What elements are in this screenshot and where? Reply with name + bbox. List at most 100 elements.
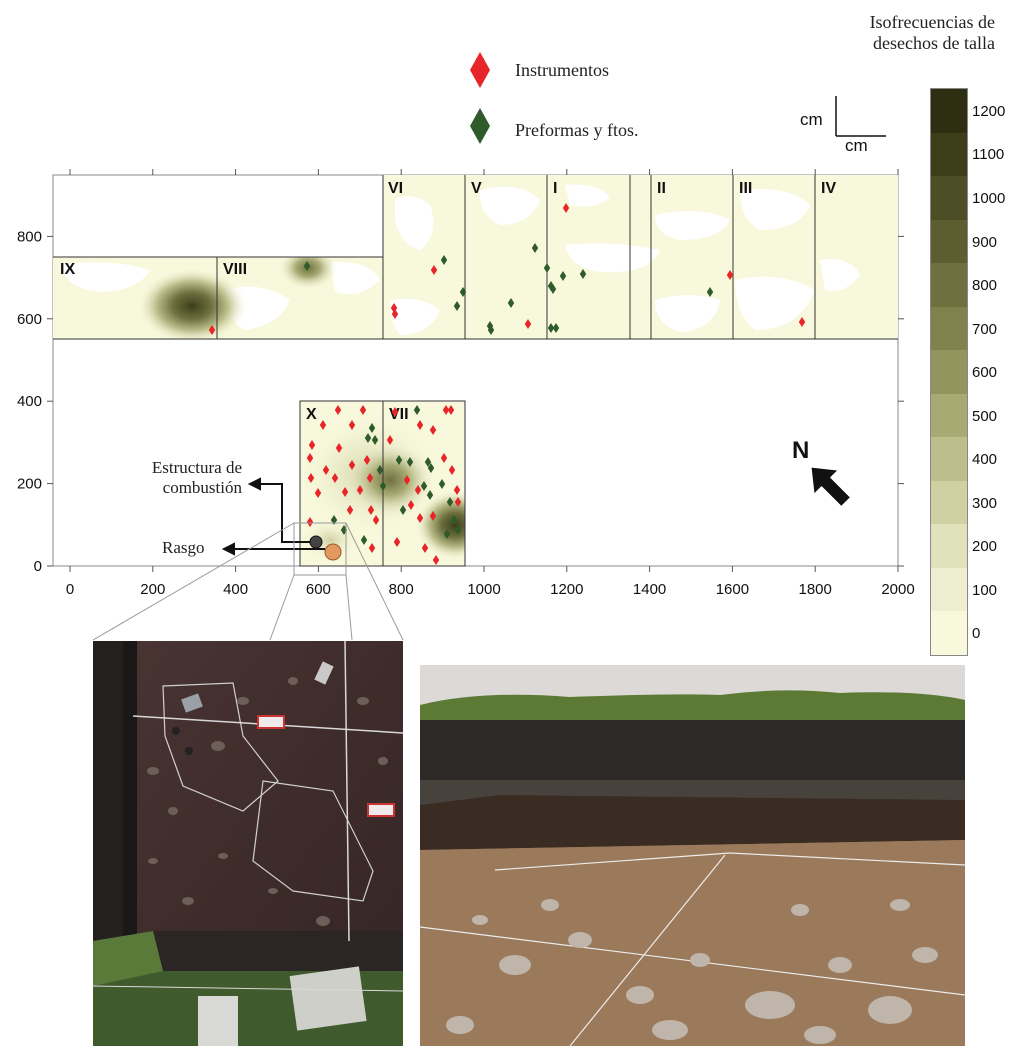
y-axis-labels: 0 200 400 600 800	[17, 228, 42, 575]
isofreq-level-label: 700	[972, 320, 998, 338]
isofreq-swatch	[931, 437, 967, 481]
instrumento-marker	[429, 511, 437, 521]
instrumento-marker	[322, 465, 330, 475]
zone-label-ii: II	[657, 180, 666, 197]
isofreq-level-label: 100	[972, 581, 998, 599]
preforma-marker	[420, 481, 428, 491]
y-tick-label: 200	[17, 476, 42, 493]
instrumento-marker	[366, 473, 374, 483]
instrumento-marker	[335, 443, 343, 453]
instrumento-marker	[208, 325, 216, 335]
instrumento-marker	[429, 425, 437, 435]
isofreq-swatch	[931, 611, 967, 655]
instrumento-marker	[314, 488, 322, 498]
y-tick-label: 0	[34, 558, 42, 575]
preforma-marker	[552, 323, 560, 333]
y-tick-label: 800	[17, 228, 42, 245]
preforma-marker	[443, 529, 451, 539]
zoom-lines	[92, 522, 404, 640]
upper-left-strip-fill	[53, 257, 383, 339]
instrumento-marker	[454, 497, 462, 507]
legend-instrumentos-label: Instrumentos	[515, 60, 609, 80]
instrumento-marker	[331, 473, 339, 483]
excavation-floor-photo	[93, 641, 403, 1046]
isofreq-level-label: 500	[972, 407, 998, 425]
x-tick-label: 400	[223, 581, 248, 598]
instrumento-marker	[448, 465, 456, 475]
x-tick-label: 1800	[799, 581, 832, 598]
instrumento-marker	[356, 485, 364, 495]
instrumento-marker	[306, 453, 314, 463]
instrumentos-diamond-icon	[470, 52, 490, 88]
isofreq-swatch	[931, 263, 967, 307]
legend-symbols	[470, 52, 490, 144]
instrumento-marker	[386, 435, 394, 445]
instrumento-marker	[391, 309, 399, 319]
x-tick-label: 2000	[881, 581, 914, 598]
preforma-marker	[440, 255, 448, 265]
preforma-marker	[453, 301, 461, 311]
instrumento-marker	[368, 543, 376, 553]
isofreq-swatch	[931, 176, 967, 220]
estructura-label: Estructura de combustión	[108, 458, 242, 498]
estructura-marker	[309, 535, 323, 549]
isofreq-level-label: 300	[972, 494, 998, 512]
zone-label-vii: VII	[389, 406, 409, 423]
preforma-marker	[543, 263, 551, 273]
x-tick-label: 1600	[716, 581, 749, 598]
preforma-marker	[531, 243, 539, 253]
preforma-marker	[459, 287, 467, 297]
scale-bottom-unit: cm	[845, 136, 868, 155]
preforma-marker	[446, 497, 454, 507]
x-tick-label: 1000	[467, 581, 500, 598]
preforma-marker	[379, 481, 387, 491]
estructura-label-line1: Estructura de	[151, 458, 242, 477]
preforma-marker	[413, 405, 421, 415]
preforma-marker	[427, 463, 435, 473]
preformas-diamond-icon	[470, 108, 490, 144]
rasgo-marker	[324, 543, 342, 561]
zone-label-iv: IV	[821, 180, 836, 197]
preforma-marker	[454, 525, 462, 535]
axis-ticks	[47, 169, 904, 572]
preforma-marker	[399, 505, 407, 515]
estructura-label-line2: combustión	[162, 478, 242, 497]
instrumento-marker	[430, 265, 438, 275]
x-tick-label: 200	[140, 581, 165, 598]
instrumento-marker	[432, 555, 440, 565]
preforma-marker	[507, 298, 515, 308]
preforma-marker	[368, 423, 376, 433]
x-tick-label: 600	[306, 581, 331, 598]
preforma-marker	[364, 433, 372, 443]
preforma-marker	[559, 271, 567, 281]
excavation-profile-photo	[420, 665, 965, 1046]
instrumento-marker	[319, 420, 327, 430]
zone-label-v: V	[471, 180, 482, 197]
instrumento-marker	[341, 487, 349, 497]
scale-top-unit: cm	[800, 110, 823, 129]
instrumento-marker	[562, 203, 570, 213]
instrumento-marker	[403, 475, 411, 485]
preforma-marker	[426, 490, 434, 500]
instrumento-marker	[393, 537, 401, 547]
instrumento-marker	[416, 513, 424, 523]
preforma-marker	[579, 269, 587, 279]
instrumento-marker	[798, 317, 806, 327]
isofreq-level-label: 800	[972, 277, 998, 295]
instrumento-marker	[307, 473, 315, 483]
isofreq-level-label: 1200	[972, 102, 1006, 120]
annotation-arrows	[221, 477, 325, 556]
instrumento-marker	[447, 405, 455, 415]
isofreq-swatch	[931, 219, 967, 264]
instrumento-marker	[363, 455, 371, 465]
x-tick-label: 800	[389, 581, 414, 598]
preforma-marker	[371, 435, 379, 445]
y-tick-label: 400	[17, 393, 42, 410]
preforma-marker	[360, 535, 368, 545]
preforma-marker	[547, 323, 555, 333]
isofreq-swatch	[931, 567, 967, 612]
x-tick-label: 1400	[633, 581, 666, 598]
instrumento-marker	[440, 453, 448, 463]
site-map: 0 200 400 600 800 1000 1200 1400 1600 1800 2000 0 2…	[17, 169, 915, 640]
isofreq-swatch	[931, 89, 967, 133]
